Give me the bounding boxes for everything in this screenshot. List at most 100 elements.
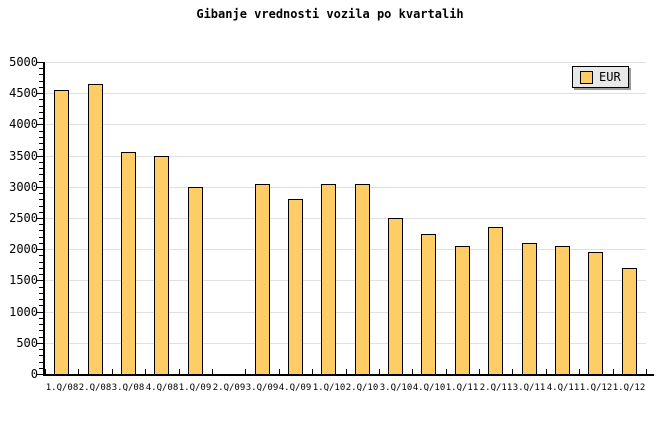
y-minor-tick: [39, 174, 43, 175]
y-minor-tick: [39, 81, 43, 82]
bar: [121, 152, 136, 374]
x-axis-label: 3.Q/08: [111, 383, 145, 393]
y-major-tick: [36, 374, 43, 375]
x-tick: [346, 369, 347, 374]
bar: [488, 227, 503, 374]
y-axis-label: 1000: [9, 305, 38, 319]
y-minor-tick: [39, 87, 43, 88]
bar: [154, 156, 169, 374]
y-minor-tick: [39, 193, 43, 194]
y-minor-tick: [39, 318, 43, 319]
chart-title: Gibanje vrednosti vozila po kvartalih: [196, 7, 464, 21]
y-minor-tick: [39, 293, 43, 294]
y-axis-label: 4000: [9, 117, 38, 131]
y-major-tick: [36, 124, 43, 125]
y-minor-tick: [39, 168, 43, 169]
y-minor-tick: [39, 181, 43, 182]
legend: EUR: [572, 66, 629, 88]
x-tick: [479, 369, 480, 374]
legend-label: EUR: [599, 70, 621, 84]
y-minor-tick: [39, 131, 43, 132]
x-axis: [43, 374, 654, 376]
x-axis-label: 3.Q/09: [245, 383, 279, 393]
x-tick: [312, 369, 313, 374]
bar: [455, 246, 470, 374]
y-minor-tick: [39, 143, 43, 144]
x-axis-label: 4.Q/11: [546, 383, 580, 393]
x-tick: [512, 369, 513, 374]
y-axis-label: 2500: [9, 211, 38, 225]
y-axis: [43, 62, 45, 376]
y-minor-tick: [39, 262, 43, 263]
gridline: [45, 280, 646, 281]
y-minor-tick: [39, 255, 43, 256]
x-axis-label: 4.Q/09: [278, 383, 312, 393]
y-minor-tick: [39, 212, 43, 213]
bar: [355, 184, 370, 374]
y-major-tick: [36, 156, 43, 157]
x-tick: [145, 369, 146, 374]
x-tick: [579, 369, 580, 374]
y-major-tick: [36, 280, 43, 281]
plot-area: 0 500 1000 1500 2000 2500 3000 3500 4000 4500 5000…: [9, 55, 654, 393]
y-minor-tick: [39, 287, 43, 288]
y-axis-label: 5000: [9, 55, 38, 69]
x-axis-label: 2.Q/10: [345, 383, 379, 393]
x-axis-label: 1.Q/10: [312, 383, 346, 393]
y-minor-tick: [39, 106, 43, 107]
y-minor-tick: [39, 274, 43, 275]
y-minor-tick: [39, 149, 43, 150]
x-axis-label: 3.Q/11: [512, 383, 546, 393]
y-axis-label: 0: [30, 367, 38, 381]
y-axis-label: 1500: [9, 273, 38, 287]
bar: [288, 199, 303, 374]
x-axis-label: 4.Q/08: [145, 383, 179, 393]
y-minor-tick: [39, 230, 43, 231]
y-minor-tick: [39, 305, 43, 306]
y-minor-tick: [39, 368, 43, 369]
y-minor-tick: [39, 137, 43, 138]
gridline: [45, 343, 646, 344]
y-minor-tick: [39, 112, 43, 113]
gridline: [45, 124, 646, 125]
y-major-tick: [36, 249, 43, 250]
y-major-tick: [36, 93, 43, 94]
y-minor-tick: [39, 337, 43, 338]
x-axis-label: 4.Q/10: [412, 383, 446, 393]
gridline: [45, 187, 646, 188]
y-major-tick: [36, 218, 43, 219]
x-tick: [45, 369, 46, 374]
gridline: [45, 218, 646, 219]
y-major-tick: [36, 343, 43, 344]
y-axis-label: 3500: [9, 149, 38, 163]
bar: [88, 84, 103, 374]
y-minor-tick: [39, 268, 43, 269]
gridline: [45, 312, 646, 313]
y-minor-tick: [39, 299, 43, 300]
x-axis-label: 2.Q/11: [479, 383, 513, 393]
y-minor-tick: [39, 330, 43, 331]
x-tick: [78, 369, 79, 374]
x-tick: [379, 369, 380, 374]
y-major-tick: [36, 62, 43, 63]
x-axis-label: 1.Q/09: [178, 383, 212, 393]
x-axis-label: 1.Q/08: [45, 383, 79, 393]
y-major-tick: [36, 312, 43, 313]
gridline: [45, 62, 646, 63]
x-axis-label: 2.Q/09: [212, 383, 246, 393]
y-minor-tick: [39, 243, 43, 244]
x-tick: [613, 369, 614, 374]
bar: [188, 187, 203, 374]
y-minor-tick: [39, 237, 43, 238]
x-tick: [212, 369, 213, 374]
bar: [388, 218, 403, 374]
bar: [54, 90, 69, 374]
y-minor-tick: [39, 324, 43, 325]
bar: [321, 184, 336, 374]
bar: [622, 268, 637, 374]
y-minor-tick: [39, 224, 43, 225]
y-minor-tick: [39, 199, 43, 200]
y-minor-tick: [39, 349, 43, 350]
y-minor-tick: [39, 355, 43, 356]
